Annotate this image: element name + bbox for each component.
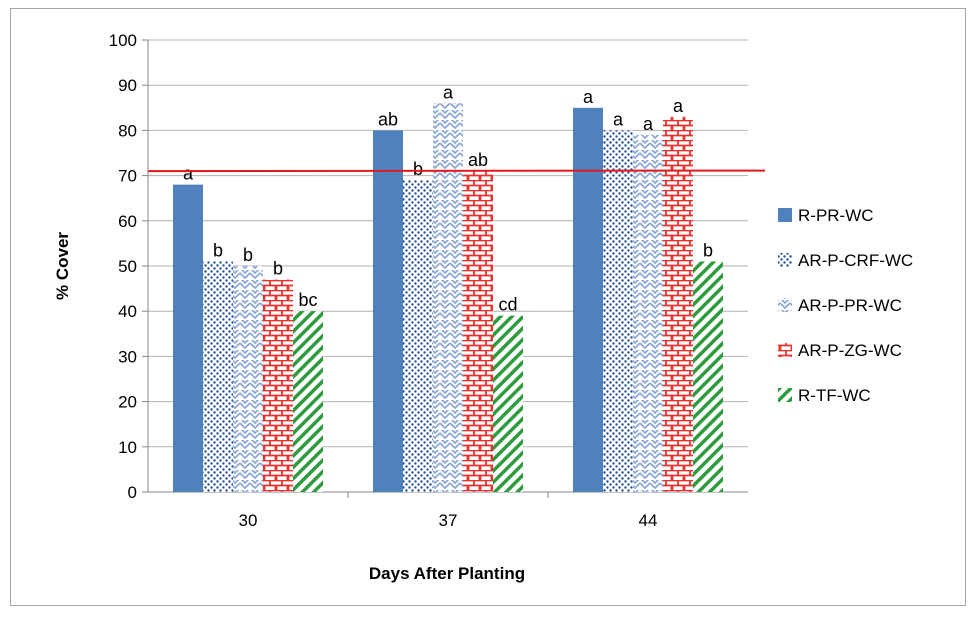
significance-letter: ab [378, 109, 398, 129]
bar-ar-p-pr-wc [433, 103, 463, 492]
y-tick-label: 70 [118, 167, 137, 186]
y-tick-label: 50 [118, 257, 137, 276]
x-tick-label: 37 [439, 511, 458, 530]
legend-swatch [778, 388, 792, 402]
significance-letter: a [643, 114, 654, 134]
y-tick-label: 60 [118, 212, 137, 231]
y-tick-label: 90 [118, 76, 137, 95]
significance-letter: a [613, 109, 624, 129]
bars [173, 103, 723, 493]
significance-letter: a [183, 164, 194, 184]
significance-letter: a [443, 82, 454, 102]
legend-label: AR-P-PR-WC [798, 296, 902, 315]
x-axis-title: Days After Planting [369, 564, 525, 583]
bar-r-tf-wc [293, 311, 323, 492]
y-tick-label: 20 [118, 393, 137, 412]
y-tick-label: 40 [118, 302, 137, 321]
bar-ar-p-pr-wc [233, 266, 263, 492]
bar-r-pr-wc [173, 184, 203, 492]
y-tick-label: 100 [109, 31, 137, 50]
significance-letter: b [243, 245, 253, 265]
significance-letter: b [273, 259, 283, 279]
legend-label: AR-P-CRF-WC [798, 251, 913, 270]
legend-swatch [778, 343, 792, 357]
legend-label: R-PR-WC [798, 206, 874, 225]
x-tick-label: 44 [639, 511, 658, 530]
significance-letter: a [673, 96, 684, 116]
legend: R-PR-WC AR-P-CRF-WC AR-P-PR-WC AR-P-ZG-WC R-… [778, 206, 913, 405]
reference-line-70 [147, 169, 766, 173]
y-axis-title: % Cover [53, 232, 72, 300]
bar-ar-p-zg-wc [663, 116, 693, 492]
significance-letter: bc [298, 290, 317, 310]
legend-label: AR-P-ZG-WC [798, 341, 902, 360]
legend-swatch [778, 208, 792, 222]
x-tick-label: 30 [239, 511, 258, 530]
bar-r-tf-wc [693, 261, 723, 492]
bar-ar-p-zg-wc [463, 171, 493, 492]
significance-letter: a [583, 87, 594, 107]
legend-label: R-TF-WC [798, 386, 871, 405]
y-tick-label: 30 [118, 347, 137, 366]
bar-ar-p-crf-wc [403, 180, 433, 492]
bar-ar-p-pr-wc [633, 134, 663, 493]
bar-ar-p-crf-wc [203, 261, 233, 492]
bar-r-tf-wc [493, 315, 523, 492]
bar-r-pr-wc [373, 130, 403, 492]
y-tick-label: 80 [118, 121, 137, 140]
axes: 0 10 20 30 40 50 60 70 80 90 100 30 37 44 [109, 31, 748, 530]
significance-letter: b [213, 240, 223, 260]
bar-ar-p-crf-wc [603, 130, 633, 492]
bar-r-pr-wc [573, 107, 603, 493]
legend-swatch [778, 253, 792, 267]
significance-letter: cd [498, 295, 517, 315]
y-tick-label: 0 [128, 483, 137, 502]
bar-ar-p-zg-wc [263, 279, 293, 492]
significance-letter: b [413, 159, 423, 179]
reference-line [147, 169, 766, 173]
legend-swatch [778, 298, 792, 312]
significance-letter: ab [468, 150, 488, 170]
y-tick-label: 10 [118, 438, 137, 457]
significance-letter: b [703, 240, 713, 260]
